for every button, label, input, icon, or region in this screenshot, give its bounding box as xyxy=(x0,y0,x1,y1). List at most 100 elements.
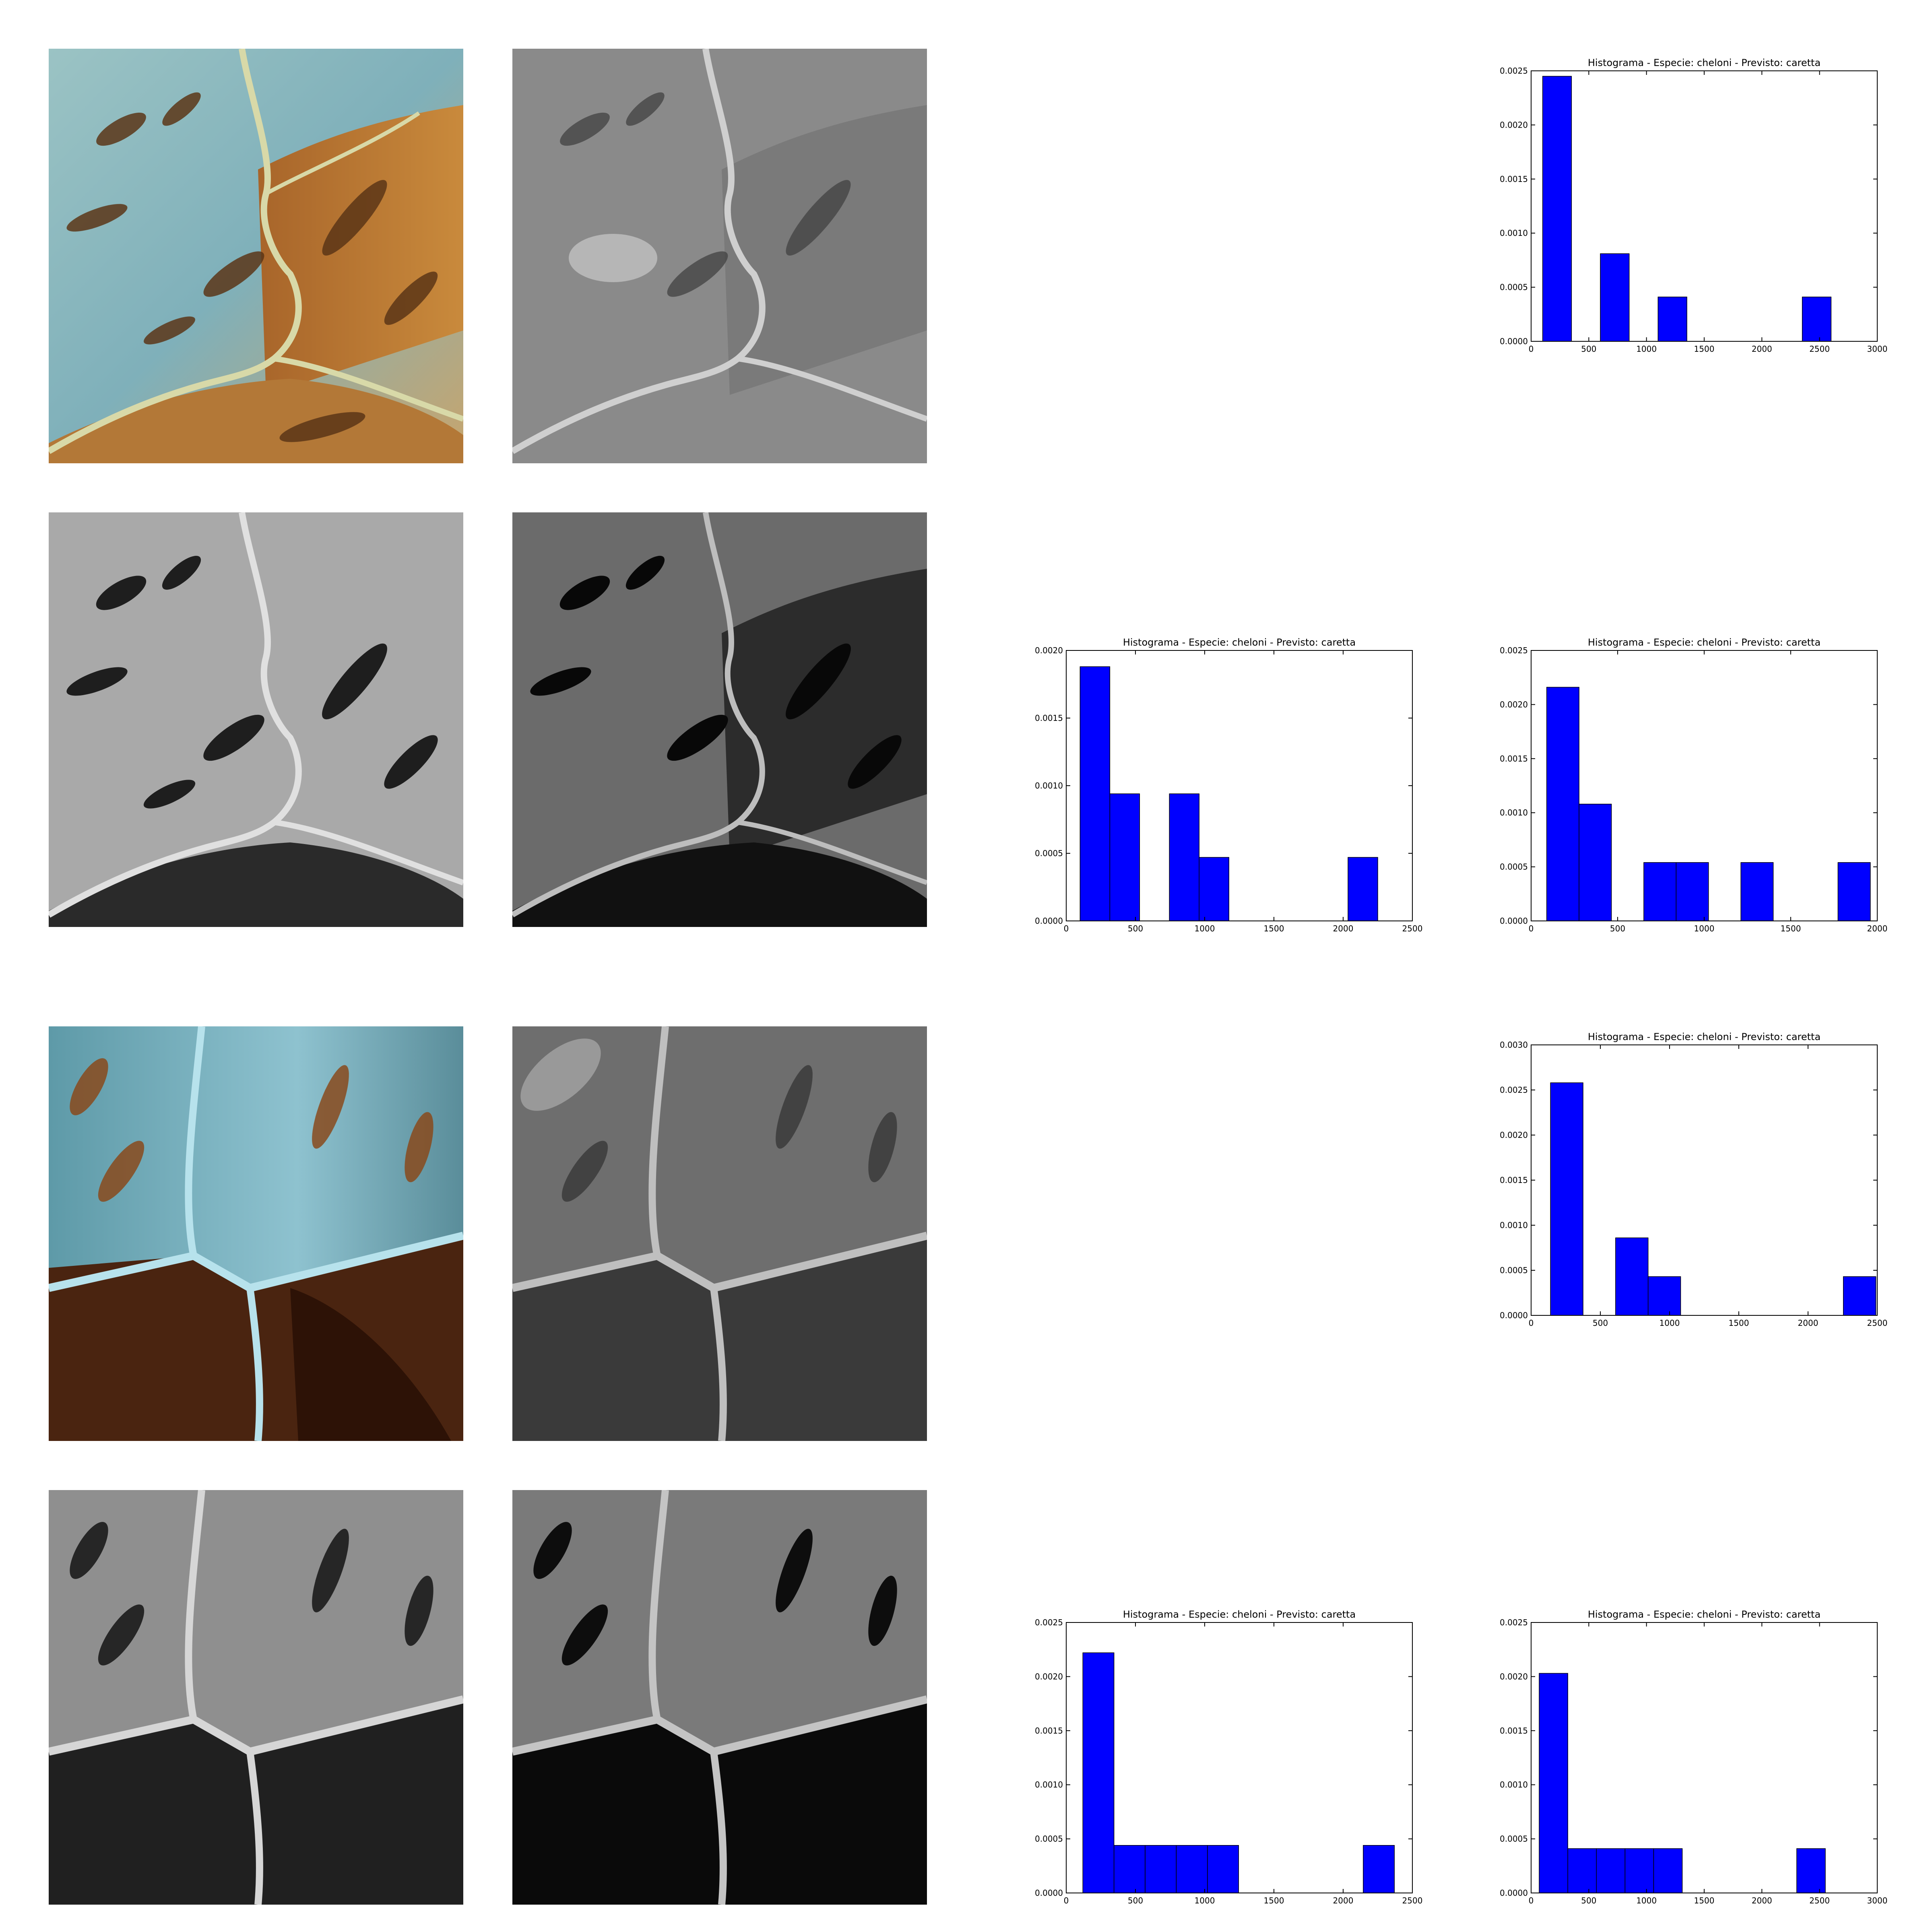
chart2-bar-1 xyxy=(1080,666,1110,921)
chart5-xtick-label-3: 1000 xyxy=(1195,1896,1215,1905)
chart2-bar-5 xyxy=(1199,857,1229,921)
chart2-xtick-label-2: 500 xyxy=(1128,924,1143,933)
chart3-ytick-label-1: 0.0000 xyxy=(1500,916,1528,926)
chart6-xtick-label-3: 1000 xyxy=(1636,1896,1657,1905)
histogram-chart-5: Histograma - Especie: cheloni - Previsto… xyxy=(1035,1609,1423,1905)
chart4-ytick-label-2: 0.0005 xyxy=(1500,1265,1528,1275)
chart1-xtick-label-7: 3000 xyxy=(1867,344,1888,354)
chart1-ytick-label-3: 0.0010 xyxy=(1500,228,1528,238)
shell-photo-gray-equalized-2 xyxy=(49,1490,463,1905)
chart5-bar-4 xyxy=(1176,1845,1208,1893)
chart5-bar-2 xyxy=(1113,1845,1146,1893)
chart4-ytick-label-6: 0.0025 xyxy=(1500,1085,1528,1095)
chart3-xtick-label-4: 1500 xyxy=(1781,924,1801,933)
chart6-title: Histograma - Especie: cheloni - Previsto… xyxy=(1588,1609,1821,1620)
shell-photo-gray-dark-2 xyxy=(512,1490,927,1905)
histogram-chart-4: Histograma - Especie: cheloni - Previsto… xyxy=(1500,1031,1887,1328)
chart6-xtick-label-7: 3000 xyxy=(1867,1896,1888,1905)
chart1-ytick-label-5: 0.0020 xyxy=(1500,120,1528,130)
chart4-xtick-label-3: 1000 xyxy=(1660,1318,1680,1328)
chart3-ytick-label-3: 0.0010 xyxy=(1500,808,1528,817)
chart2-ytick-label-4: 0.0015 xyxy=(1035,713,1063,723)
chart5-xtick-label-6: 2500 xyxy=(1402,1896,1423,1905)
chart1-bar-10 xyxy=(1802,297,1832,342)
shell-photo-gray-2 xyxy=(512,1026,927,1441)
chart2-ytick-label-2: 0.0005 xyxy=(1035,848,1063,858)
chart3-title: Histograma - Especie: cheloni - Previsto… xyxy=(1588,637,1821,648)
chart6-ytick-label-6: 0.0025 xyxy=(1500,1618,1528,1627)
chart4-title: Histograma - Especie: cheloni - Previsto… xyxy=(1588,1031,1821,1042)
chart3-xtick-label-5: 2000 xyxy=(1867,924,1888,933)
chart2-ytick-label-1: 0.0000 xyxy=(1035,916,1063,926)
chart1-bar-3 xyxy=(1600,253,1630,342)
chart6-ytick-label-2: 0.0005 xyxy=(1500,1834,1528,1844)
chart1-ytick-label-4: 0.0015 xyxy=(1500,174,1528,184)
chart1-xtick-label-2: 500 xyxy=(1581,344,1596,354)
shell-photo-gray-equalized-1 xyxy=(49,512,463,927)
chart4-bar-1 xyxy=(1550,1082,1583,1316)
chart3-xtick-label-3: 1000 xyxy=(1694,924,1715,933)
chart5-bar-10 xyxy=(1363,1845,1395,1893)
chart6-bar-3 xyxy=(1596,1848,1626,1893)
chart4-xtick-label-5: 2000 xyxy=(1798,1318,1818,1328)
chart1-xtick-label-6: 2500 xyxy=(1809,344,1830,354)
chart4-xtick-label-4: 1500 xyxy=(1729,1318,1749,1328)
chart1-xtick-label-4: 1500 xyxy=(1694,344,1715,354)
chart3-bar-1 xyxy=(1546,687,1579,921)
chart3-ytick-label-4: 0.0015 xyxy=(1500,754,1528,764)
chart6-xtick-label-5: 2000 xyxy=(1752,1896,1772,1905)
chart2-ytick-label-5: 0.0020 xyxy=(1035,646,1063,655)
chart6-ytick-label-3: 0.0010 xyxy=(1500,1780,1528,1790)
chart6-xtick-label-2: 500 xyxy=(1581,1896,1596,1905)
chart6-ytick-label-5: 0.0020 xyxy=(1500,1672,1528,1681)
chart1-xtick-label-1: 0 xyxy=(1529,344,1534,354)
chart6-ytick-label-4: 0.0015 xyxy=(1500,1726,1528,1736)
chart4-xtick-label-2: 500 xyxy=(1593,1318,1608,1328)
chart6-xtick-label-6: 2500 xyxy=(1809,1896,1830,1905)
chart3-xtick-label-1: 0 xyxy=(1529,924,1534,933)
histogram-chart-6: Histograma - Especie: cheloni - Previsto… xyxy=(1500,1609,1888,1905)
chart2-xtick-label-6: 2500 xyxy=(1402,924,1423,933)
chart5-ytick-label-3: 0.0010 xyxy=(1035,1780,1063,1790)
chart4-bar-3 xyxy=(1615,1237,1649,1316)
chart5-xtick-label-4: 1500 xyxy=(1264,1896,1284,1905)
chart1-xtick-label-3: 1000 xyxy=(1636,344,1657,354)
chart3-ytick-label-5: 0.0020 xyxy=(1500,700,1528,709)
chart1-ytick-label-1: 0.0000 xyxy=(1500,336,1528,346)
chart5-ytick-label-1: 0.0000 xyxy=(1035,1888,1063,1898)
shell-photo-color-2 xyxy=(49,1026,463,1441)
chart5-ytick-label-5: 0.0020 xyxy=(1035,1672,1063,1681)
chart4-ytick-label-3: 0.0010 xyxy=(1500,1220,1528,1230)
histogram-chart-1: Histograma - Especie: cheloni - Previsto… xyxy=(1500,57,1888,354)
chart2-bar-4 xyxy=(1169,793,1199,921)
chart4-bar-10 xyxy=(1843,1276,1876,1316)
chart5-bar-3 xyxy=(1145,1845,1177,1893)
chart6-bar-4 xyxy=(1624,1848,1654,1893)
chart2-xtick-label-5: 2000 xyxy=(1333,924,1354,933)
chart6-bar-2 xyxy=(1567,1848,1597,1893)
chart5-xtick-label-5: 2000 xyxy=(1333,1896,1354,1905)
chart1-ytick-label-2: 0.0005 xyxy=(1500,283,1528,292)
chart4-ytick-label-1: 0.0000 xyxy=(1500,1311,1528,1320)
histogram-chart-3: Histograma - Especie: cheloni - Previsto… xyxy=(1500,637,1888,933)
chart6-bar-1 xyxy=(1539,1673,1568,1893)
chart3-ytick-label-6: 0.0025 xyxy=(1500,646,1528,655)
chart5-bar-5 xyxy=(1207,1845,1239,1893)
chart3-xtick-label-2: 500 xyxy=(1610,924,1625,933)
chart2-xtick-label-1: 0 xyxy=(1064,924,1069,933)
chart4-ytick-label-7: 0.0030 xyxy=(1500,1040,1528,1050)
chart3-bar-4 xyxy=(1643,862,1677,921)
chart2-xtick-label-4: 1500 xyxy=(1264,924,1284,933)
chart6-ytick-label-1: 0.0000 xyxy=(1500,1888,1528,1898)
chart3-bar-2 xyxy=(1579,803,1612,921)
histogram-chart-2: Histograma - Especie: cheloni - Previsto… xyxy=(1035,637,1423,933)
shell-photo-gray-dark-1 xyxy=(512,512,927,927)
chart3-bar-7 xyxy=(1740,862,1774,921)
chart6-bar-10 xyxy=(1796,1848,1826,1893)
chart5-ytick-label-2: 0.0005 xyxy=(1035,1834,1063,1844)
chart1-xtick-label-5: 2000 xyxy=(1752,344,1772,354)
chart5-xtick-label-2: 500 xyxy=(1128,1896,1143,1905)
chart5-xtick-label-1: 0 xyxy=(1064,1896,1069,1905)
chart1-bar-1 xyxy=(1542,76,1572,342)
chart5-title: Histograma - Especie: cheloni - Previsto… xyxy=(1123,1609,1356,1620)
